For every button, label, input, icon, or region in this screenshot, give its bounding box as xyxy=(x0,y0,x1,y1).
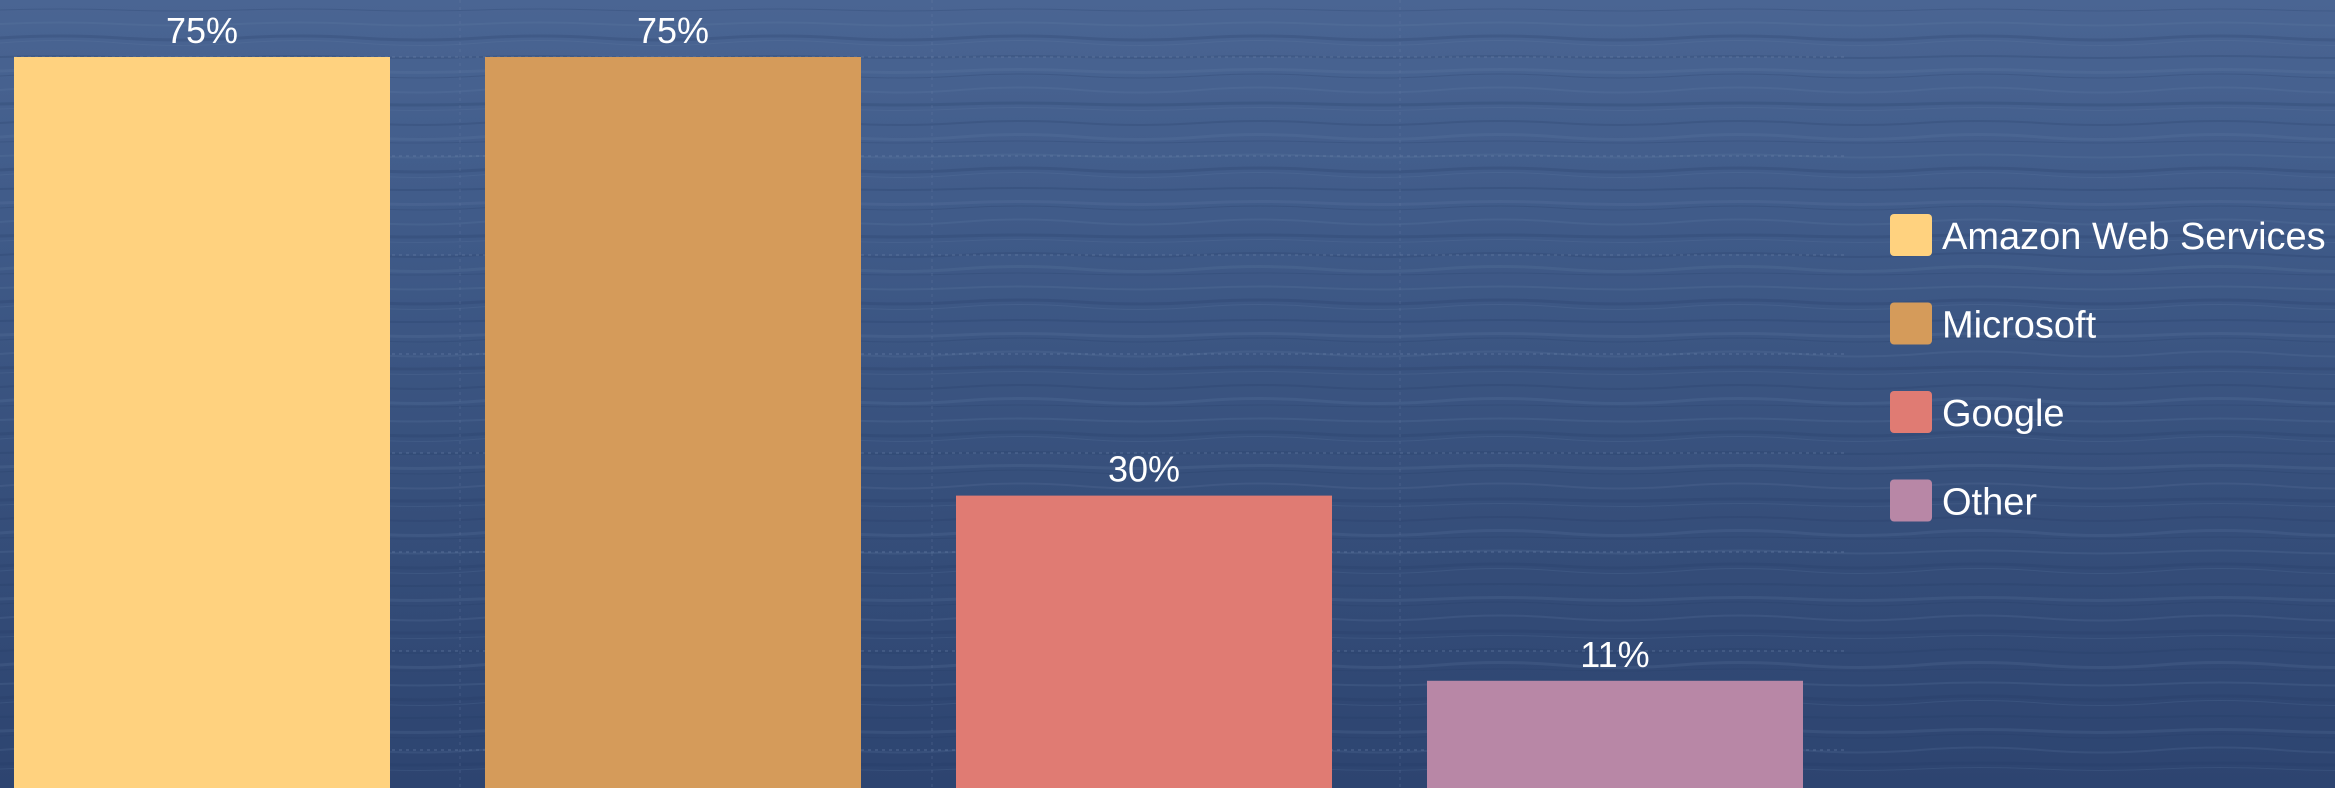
water-ripple xyxy=(0,272,2335,276)
water-ripple xyxy=(0,101,2335,107)
water-ripple xyxy=(0,107,2335,111)
bar-value-label: 11% xyxy=(1580,634,1649,675)
water-ripple xyxy=(0,205,2335,211)
water-ripple xyxy=(0,187,2335,191)
water-ripple xyxy=(0,218,2335,226)
water-ripple xyxy=(0,332,2335,338)
legend-label: Google xyxy=(1942,393,2065,435)
water-ripple xyxy=(0,239,2335,243)
water-ripple xyxy=(0,200,2335,206)
water-ripple xyxy=(0,252,2335,258)
legend-label: Microsoft xyxy=(1942,305,2097,347)
water-ripple xyxy=(0,172,2335,178)
water-ripple xyxy=(0,233,2335,239)
water-ripple xyxy=(0,8,2335,12)
legend-swatch xyxy=(1890,479,1932,522)
legend-swatch xyxy=(1890,391,1932,433)
water-ripple xyxy=(0,365,2335,371)
water-ripple xyxy=(0,133,2335,141)
bar-value-label: 75% xyxy=(166,10,238,51)
water-ripple xyxy=(0,430,2335,438)
legend-swatch xyxy=(1890,214,1932,256)
water-ripple xyxy=(0,21,2335,27)
legend-label: Amazon Web Services xyxy=(1942,216,2326,258)
legend-swatch xyxy=(1890,302,1932,345)
bar-microsoft[interactable] xyxy=(485,57,861,788)
water-ripple xyxy=(0,319,2335,323)
water-ripple xyxy=(0,350,2335,358)
bar-value-label: 75% xyxy=(637,10,709,51)
legend-label: Other xyxy=(1942,482,2037,524)
water-ripple xyxy=(0,397,2335,405)
water-ripple xyxy=(0,482,2335,490)
water-ripple xyxy=(0,417,2335,423)
water-ripple xyxy=(0,153,2335,159)
water-ripple xyxy=(0,298,2335,306)
water-ripple xyxy=(0,285,2335,291)
gridlines xyxy=(14,0,1845,788)
water-ripple xyxy=(0,40,2335,46)
water-ripple xyxy=(0,73,2335,79)
water-ripple xyxy=(0,34,2335,42)
water-ripple xyxy=(0,464,2335,470)
water-ripple xyxy=(0,436,2335,442)
water-ripple xyxy=(0,404,2335,408)
bar-amazon-web-services[interactable] xyxy=(14,57,390,788)
water-ripple xyxy=(0,55,2335,59)
water-ripple xyxy=(0,337,2335,343)
water-ripple xyxy=(0,451,2335,455)
legend: Amazon Web Services Microsoft Google Other xyxy=(1890,214,2326,524)
water-ripple xyxy=(0,469,2335,475)
water-ripple xyxy=(0,384,2335,390)
water-ripple xyxy=(0,166,2335,174)
bar-google[interactable] xyxy=(956,495,1332,788)
water-ripple xyxy=(0,304,2335,310)
bar-other[interactable] xyxy=(1427,680,1803,788)
bar-value-label: 30% xyxy=(1108,449,1180,490)
water-ripple xyxy=(0,265,2335,273)
water-ripple xyxy=(0,120,2335,126)
water-ripple xyxy=(0,68,2335,74)
water-ripple xyxy=(0,140,2335,144)
water-ripple xyxy=(0,371,2335,375)
water-ripple xyxy=(0,86,2335,94)
